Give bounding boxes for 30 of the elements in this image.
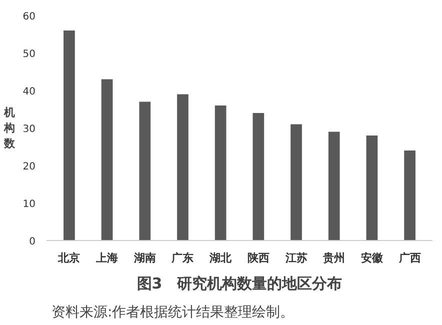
x-tick-label: 湖南 bbox=[132, 252, 156, 264]
text: 图3 研究机构数量的地区分布 bbox=[136, 274, 342, 292]
y-tick-label: 60 bbox=[22, 12, 36, 22]
x-tick-label: 北京 bbox=[57, 252, 80, 264]
bar bbox=[328, 132, 340, 240]
bar bbox=[404, 150, 416, 240]
y-tick-label: 40 bbox=[22, 86, 36, 98]
bar bbox=[290, 124, 302, 240]
x-tick-label: 广西 bbox=[398, 252, 421, 264]
y-tick-label: 20 bbox=[22, 162, 36, 172]
bar bbox=[177, 94, 188, 240]
bar bbox=[214, 106, 226, 240]
bar bbox=[101, 79, 113, 240]
x-tick-label: 广东 bbox=[170, 252, 194, 264]
x-tick-label: 陕西 bbox=[247, 252, 270, 264]
x-tick-label: 湖北 bbox=[208, 252, 233, 264]
y-tick-label: 0 bbox=[29, 236, 36, 248]
y-tick-label: 30 bbox=[22, 124, 36, 135]
text: 资料来源:作者根据统计结果整理绘制。 bbox=[52, 304, 294, 320]
bar bbox=[64, 30, 75, 240]
y-axis-title: 机构数 bbox=[2, 106, 16, 150]
x-tick-label: 贵州 bbox=[322, 252, 346, 264]
bar bbox=[139, 102, 151, 240]
y-tick-label: 50 bbox=[22, 49, 36, 60]
x-tick-label: 江苏 bbox=[284, 252, 308, 264]
x-tick-label: 上海 bbox=[95, 252, 118, 264]
x-tick-label: 安徽 bbox=[360, 252, 384, 264]
bar bbox=[252, 113, 264, 240]
bar bbox=[366, 136, 378, 240]
y-tick-label: 10 bbox=[22, 199, 36, 210]
